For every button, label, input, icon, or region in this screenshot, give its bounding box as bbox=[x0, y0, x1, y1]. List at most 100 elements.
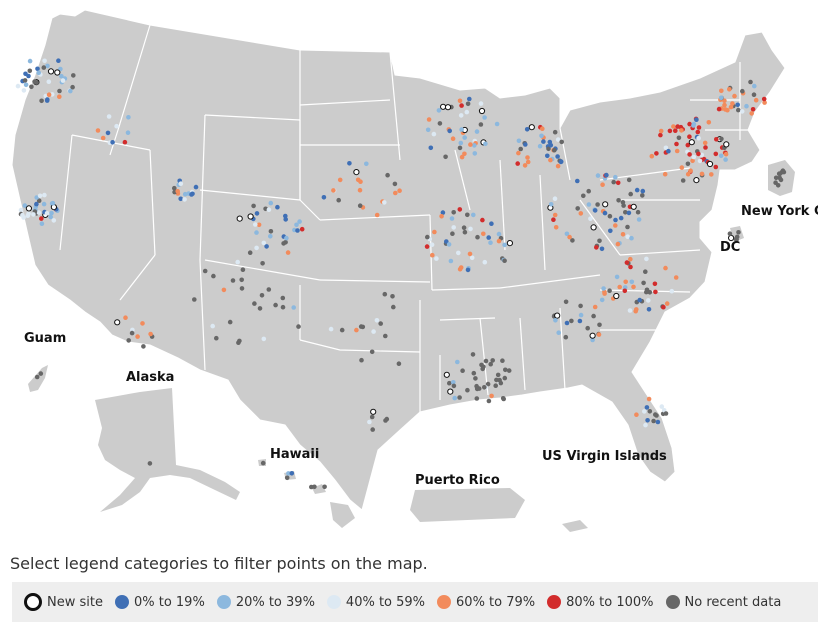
site-point[interactable] bbox=[347, 161, 352, 166]
site-point[interactable] bbox=[371, 329, 376, 334]
site-point[interactable] bbox=[563, 334, 569, 340]
legend-item-80-100[interactable]: 80% to 100% bbox=[547, 595, 654, 610]
site-point[interactable] bbox=[451, 380, 456, 385]
site-point[interactable] bbox=[123, 315, 128, 321]
site-point[interactable] bbox=[235, 259, 240, 265]
site-points[interactable] bbox=[15, 58, 787, 490]
site-point[interactable] bbox=[110, 140, 115, 145]
site-point[interactable] bbox=[27, 68, 33, 74]
site-point[interactable] bbox=[641, 280, 646, 286]
site-point[interactable] bbox=[450, 136, 456, 141]
site-point[interactable] bbox=[699, 171, 705, 177]
site-point[interactable] bbox=[21, 88, 27, 93]
site-point[interactable] bbox=[644, 405, 650, 410]
site-point[interactable] bbox=[735, 102, 740, 108]
site-point[interactable] bbox=[718, 153, 724, 159]
site-point[interactable] bbox=[378, 321, 384, 326]
site-point[interactable] bbox=[730, 101, 735, 106]
site-point[interactable] bbox=[357, 203, 363, 208]
site-point[interactable] bbox=[493, 383, 499, 389]
site-point[interactable] bbox=[752, 83, 757, 89]
site-point[interactable] bbox=[182, 191, 188, 197]
site-point[interactable] bbox=[275, 204, 280, 210]
site-point[interactable] bbox=[634, 187, 640, 193]
site-point[interactable] bbox=[471, 370, 477, 376]
site-point[interactable] bbox=[465, 101, 471, 107]
site-point[interactable] bbox=[548, 202, 554, 207]
site-point[interactable] bbox=[369, 349, 375, 355]
site-point[interactable] bbox=[548, 143, 554, 148]
site-point[interactable] bbox=[553, 318, 558, 323]
site-point[interactable] bbox=[322, 484, 327, 490]
site-point[interactable] bbox=[459, 103, 464, 108]
site-point[interactable] bbox=[440, 210, 446, 215]
site-point[interactable] bbox=[667, 128, 673, 134]
site-point[interactable] bbox=[651, 418, 656, 424]
site-point[interactable] bbox=[489, 221, 494, 226]
site-point[interactable] bbox=[34, 201, 39, 207]
site-point[interactable] bbox=[236, 215, 243, 222]
site-point[interactable] bbox=[284, 235, 289, 241]
site-point[interactable] bbox=[42, 192, 47, 198]
site-point[interactable] bbox=[468, 226, 473, 232]
site-point[interactable] bbox=[624, 260, 630, 265]
site-point[interactable] bbox=[515, 161, 520, 166]
site-point[interactable] bbox=[674, 141, 679, 147]
site-point[interactable] bbox=[370, 408, 377, 415]
site-point[interactable] bbox=[693, 177, 700, 184]
site-point[interactable] bbox=[615, 180, 621, 186]
site-point[interactable] bbox=[462, 151, 467, 157]
site-point[interactable] bbox=[524, 127, 530, 132]
site-point[interactable] bbox=[29, 84, 34, 90]
site-point[interactable] bbox=[497, 377, 502, 383]
site-point[interactable] bbox=[392, 181, 398, 187]
site-point[interactable] bbox=[462, 135, 468, 140]
site-point[interactable] bbox=[558, 159, 564, 165]
site-point[interactable] bbox=[444, 104, 452, 111]
site-point[interactable] bbox=[564, 231, 570, 237]
site-point[interactable] bbox=[590, 224, 597, 231]
legend-item-0-19[interactable]: 0% to 19% bbox=[114, 595, 205, 610]
site-point[interactable] bbox=[690, 158, 695, 164]
site-point[interactable] bbox=[644, 289, 649, 295]
site-point[interactable] bbox=[496, 238, 502, 244]
site-point[interactable] bbox=[645, 418, 650, 423]
site-point[interactable] bbox=[622, 285, 628, 290]
site-point[interactable] bbox=[291, 305, 297, 310]
site-point[interactable] bbox=[661, 304, 666, 310]
site-point[interactable] bbox=[294, 222, 299, 228]
site-point[interactable] bbox=[358, 324, 364, 329]
site-point[interactable] bbox=[460, 368, 465, 374]
site-point[interactable] bbox=[613, 292, 620, 300]
site-point[interactable] bbox=[552, 129, 558, 135]
site-point[interactable] bbox=[295, 228, 300, 233]
site-point[interactable] bbox=[563, 299, 569, 305]
site-point[interactable] bbox=[44, 98, 50, 103]
site-point[interactable] bbox=[590, 337, 595, 343]
site-point[interactable] bbox=[41, 201, 47, 207]
site-point[interactable] bbox=[545, 153, 550, 159]
site-point[interactable] bbox=[496, 231, 502, 237]
site-point[interactable] bbox=[443, 154, 448, 160]
site-point[interactable] bbox=[597, 238, 602, 244]
site-point[interactable] bbox=[713, 151, 719, 157]
site-point[interactable] bbox=[781, 169, 787, 175]
site-point[interactable] bbox=[722, 98, 727, 103]
site-point[interactable] bbox=[658, 132, 663, 138]
site-point[interactable] bbox=[600, 182, 605, 187]
site-point[interactable] bbox=[490, 358, 496, 363]
site-point[interactable] bbox=[585, 325, 590, 331]
site-point[interactable] bbox=[607, 213, 613, 219]
site-point[interactable] bbox=[537, 143, 543, 149]
site-point[interactable] bbox=[595, 202, 600, 207]
site-point[interactable] bbox=[714, 137, 719, 142]
site-point[interactable] bbox=[227, 319, 233, 325]
legend-item-no-recent-data[interactable]: No recent data bbox=[665, 595, 781, 610]
site-point[interactable] bbox=[659, 404, 665, 409]
site-point[interactable] bbox=[54, 69, 61, 76]
site-point[interactable] bbox=[260, 460, 266, 466]
site-point[interactable] bbox=[528, 124, 535, 131]
site-point[interactable] bbox=[273, 302, 278, 308]
site-point[interactable] bbox=[575, 178, 580, 184]
site-point[interactable] bbox=[467, 251, 473, 257]
